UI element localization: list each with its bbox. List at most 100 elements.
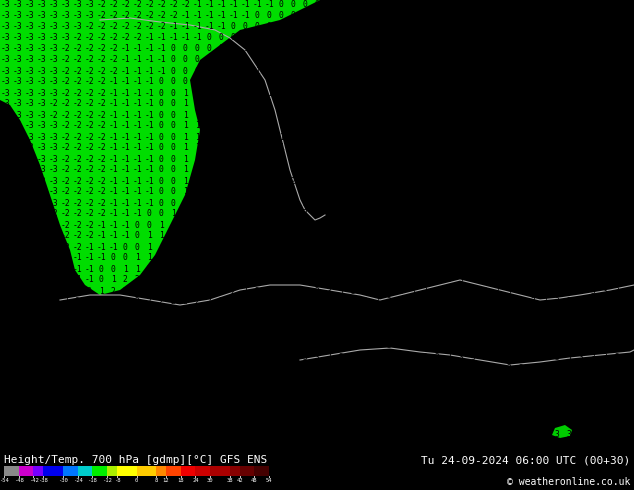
Text: -1: -1 <box>108 243 118 251</box>
Text: 3: 3 <box>351 275 356 285</box>
Text: 2: 2 <box>314 231 320 241</box>
Text: -3: -3 <box>24 67 34 75</box>
Text: -3: -3 <box>24 188 34 196</box>
Text: 3: 3 <box>470 275 476 285</box>
Text: 2: 2 <box>446 132 451 142</box>
Text: 3: 3 <box>231 386 235 394</box>
Text: 3: 3 <box>458 330 463 340</box>
Text: 3: 3 <box>314 352 320 362</box>
Text: -1: -1 <box>120 77 130 87</box>
Text: 1: 1 <box>207 77 211 87</box>
Text: -3: -3 <box>24 11 34 21</box>
Text: 2: 2 <box>339 166 344 174</box>
Text: 1: 1 <box>219 166 223 174</box>
Text: 2: 2 <box>363 220 368 229</box>
Text: -1: -1 <box>132 45 142 53</box>
Text: 2: 2 <box>183 309 188 318</box>
Text: -1: -1 <box>120 198 130 207</box>
Text: 3: 3 <box>399 396 403 406</box>
Text: -3: -3 <box>24 89 34 98</box>
Text: 1: 1 <box>183 231 188 241</box>
Text: -1: -1 <box>108 188 118 196</box>
Text: 3: 3 <box>590 364 595 372</box>
Text: 2: 2 <box>171 330 176 340</box>
Text: 1: 1 <box>278 33 283 43</box>
Text: 2: 2 <box>278 253 283 263</box>
Text: 3: 3 <box>602 67 607 75</box>
Text: 3: 3 <box>567 176 571 186</box>
Text: 2: 2 <box>567 23 571 31</box>
Text: 1: 1 <box>255 67 259 75</box>
Text: 3: 3 <box>243 374 247 384</box>
Text: 3: 3 <box>219 396 223 406</box>
Text: 1: 1 <box>207 67 211 75</box>
Text: 3: 3 <box>314 330 320 340</box>
Text: 3: 3 <box>495 188 500 196</box>
Text: 2: 2 <box>411 166 415 174</box>
Text: 1: 1 <box>255 55 259 65</box>
Text: 3: 3 <box>590 352 595 362</box>
Text: 2: 2 <box>290 220 295 229</box>
Bar <box>107 466 117 476</box>
Text: 2: 2 <box>423 99 427 108</box>
Bar <box>34 466 43 476</box>
Text: 0: 0 <box>135 478 138 483</box>
Text: 3: 3 <box>543 198 547 207</box>
Text: 3: 3 <box>590 11 595 21</box>
Text: 0: 0 <box>183 67 188 75</box>
Text: 2: 2 <box>351 253 356 263</box>
Text: 3: 3 <box>458 287 463 295</box>
Text: -3: -3 <box>12 0 22 9</box>
Text: 3: 3 <box>555 396 559 406</box>
Text: 2: 2 <box>171 342 176 350</box>
Text: 3: 3 <box>543 144 547 152</box>
Text: 3: 3 <box>387 418 391 427</box>
Text: 3: 3 <box>470 198 476 207</box>
Text: 3: 3 <box>302 319 307 328</box>
Text: 2: 2 <box>63 396 67 406</box>
Text: 2: 2 <box>207 231 211 241</box>
Text: 3: 3 <box>519 297 524 307</box>
Text: 1: 1 <box>195 132 200 142</box>
Text: 2: 2 <box>302 198 307 207</box>
Text: 3: 3 <box>543 330 547 340</box>
Text: 3: 3 <box>495 275 500 285</box>
Text: -3: -3 <box>36 55 46 65</box>
Text: 2: 2 <box>375 154 379 164</box>
Text: 1: 1 <box>219 122 223 130</box>
Text: 3: 3 <box>434 243 439 251</box>
Text: 3: 3 <box>171 386 176 394</box>
Text: -3: -3 <box>12 287 22 295</box>
Text: 2: 2 <box>15 441 20 449</box>
Text: 3: 3 <box>614 144 619 152</box>
Text: 2: 2 <box>446 154 451 164</box>
Text: 2: 2 <box>243 220 247 229</box>
Text: -1: -1 <box>120 132 130 142</box>
Text: 3: 3 <box>446 275 451 285</box>
Text: 3: 3 <box>590 319 595 328</box>
Text: -2: -2 <box>108 11 118 21</box>
Text: 3: 3 <box>327 374 332 384</box>
Text: 1: 1 <box>290 33 295 43</box>
Text: 3: 3 <box>399 265 403 273</box>
Text: 3: 3 <box>507 154 512 164</box>
Text: 3: 3 <box>507 220 512 229</box>
Text: 0: 0 <box>39 352 44 362</box>
Text: 3: 3 <box>423 297 427 307</box>
Text: 3: 3 <box>602 243 607 251</box>
Text: 3: 3 <box>543 275 547 285</box>
Text: -3: -3 <box>12 67 22 75</box>
Text: 3: 3 <box>555 441 559 449</box>
Text: 1: 1 <box>231 154 235 164</box>
Text: 3: 3 <box>458 220 463 229</box>
Text: 1: 1 <box>183 132 188 142</box>
Text: 3: 3 <box>590 198 595 207</box>
Text: 2: 2 <box>195 364 200 372</box>
Text: 2: 2 <box>290 198 295 207</box>
Text: 2: 2 <box>302 132 307 142</box>
Text: 3: 3 <box>614 309 619 318</box>
Text: 3: 3 <box>434 253 439 263</box>
Text: -2: -2 <box>96 99 106 108</box>
Text: 3: 3 <box>507 243 512 251</box>
Text: 3: 3 <box>134 408 139 416</box>
